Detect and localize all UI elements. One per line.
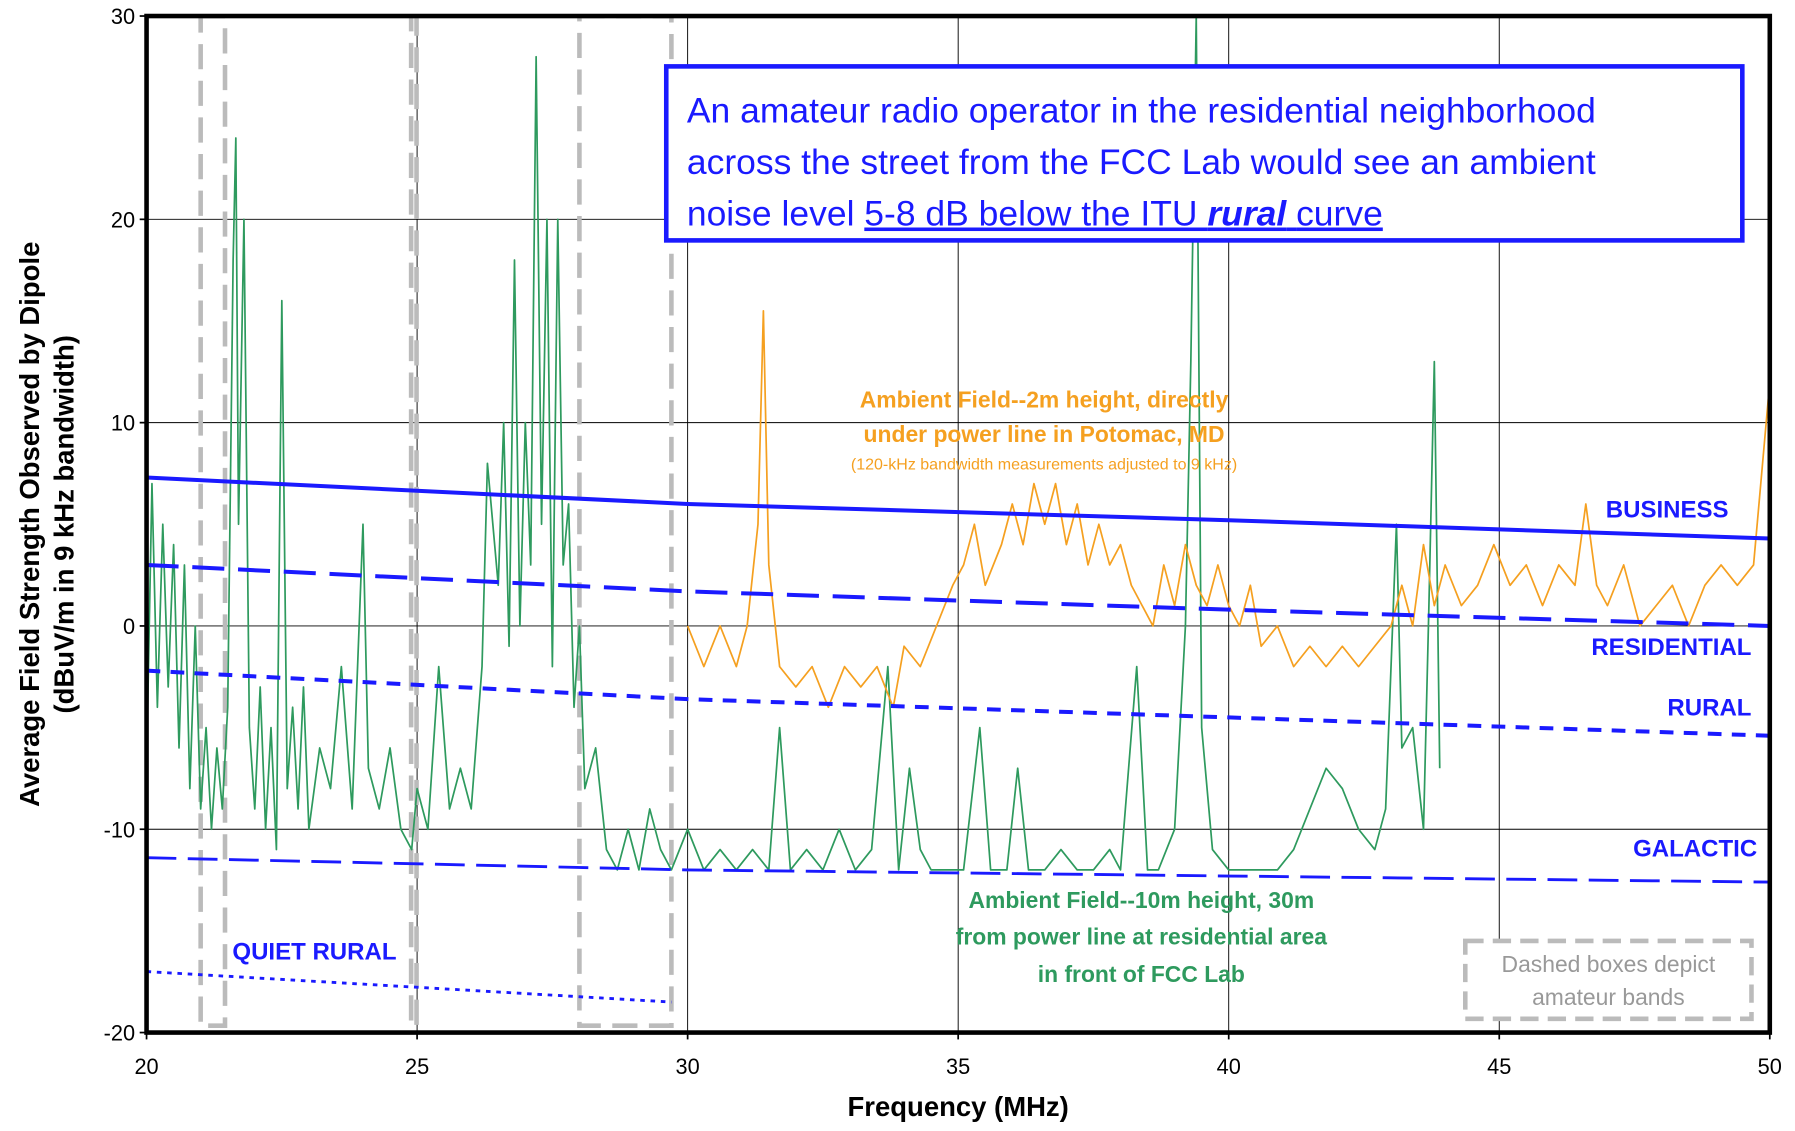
x-tick-label: 25 [405, 1054, 429, 1079]
y-axis-title: (dBuV/m in 9 kHz bandwidth) [48, 335, 79, 713]
callout-underlined: 5-8 dB below the ITU rural curve [864, 194, 1382, 234]
bands-note-text: amateur bands [1532, 984, 1685, 1010]
amateur-band [577, 16, 674, 1028]
series-line [146, 562, 1770, 628]
y-tick-label: -20 [104, 1021, 135, 1046]
series-label: from power line at residential area [956, 923, 1327, 949]
callout-emphasis: rural [1207, 194, 1287, 234]
series-line [146, 475, 1770, 541]
callout-line: across the street from the FCC Lab would… [687, 142, 1596, 182]
series-label: BUSINESS [1606, 496, 1729, 523]
callout: An amateur radio operator in the residen… [663, 64, 1745, 243]
callout-text: curve [1296, 194, 1383, 234]
series-label: QUIET RURAL [232, 938, 396, 965]
series-label: (120-kHz bandwidth measurements adjusted… [851, 455, 1237, 473]
y-tick-label: 20 [111, 207, 135, 232]
series-label: in front of FCC Lab [1038, 961, 1245, 987]
y-tick-label: 30 [111, 4, 135, 29]
amateur-band [1767, 16, 1770, 1028]
amateur-band [408, 16, 419, 1028]
series-label: GALACTIC [1633, 835, 1757, 862]
amateur-band [198, 16, 228, 1028]
x-tick-label: 50 [1758, 1054, 1782, 1079]
series-line [146, 668, 1770, 738]
series-label: under power line in Potomac, MD [864, 421, 1225, 447]
callout-line: noise level 5-8 dB below the ITU rural c… [687, 194, 1383, 234]
series [146, 16, 1770, 1004]
callout-text: 5-8 dB below the ITU [864, 194, 1197, 234]
series-label: RESIDENTIAL [1591, 634, 1751, 661]
bands-note-box [1463, 938, 1754, 1022]
y-axis-title: Average Field Strength Observed by Dipol… [14, 242, 45, 807]
y-tick-label: 10 [111, 411, 135, 436]
amateur-bands [198, 16, 1770, 1028]
series-label: Ambient Field--10m height, 30m [968, 887, 1314, 913]
series-line [146, 16, 1441, 871]
bands-note-text: Dashed boxes depict [1502, 951, 1716, 977]
callout-text: noise level [687, 194, 855, 234]
x-tick-label: 20 [134, 1054, 158, 1079]
series-label: Ambient Field--2m height, directly [860, 387, 1229, 413]
series-line [686, 309, 1770, 709]
y-tick-label: -10 [104, 817, 135, 842]
bands-note: Dashed boxes depict amateur bands [1463, 938, 1754, 1022]
callout-box [663, 64, 1745, 243]
x-axis-title: Frequency (MHz) [848, 1091, 1069, 1122]
x-tick-label: 40 [1217, 1054, 1241, 1079]
callout-line: An amateur radio operator in the residen… [687, 90, 1596, 130]
x-tick-label: 30 [676, 1054, 700, 1079]
y-tick-label: 0 [123, 614, 135, 639]
series-label: RURAL [1667, 694, 1751, 721]
series-line [146, 856, 1770, 884]
x-tick-label: 35 [946, 1054, 970, 1079]
x-tick-label: 45 [1487, 1054, 1511, 1079]
